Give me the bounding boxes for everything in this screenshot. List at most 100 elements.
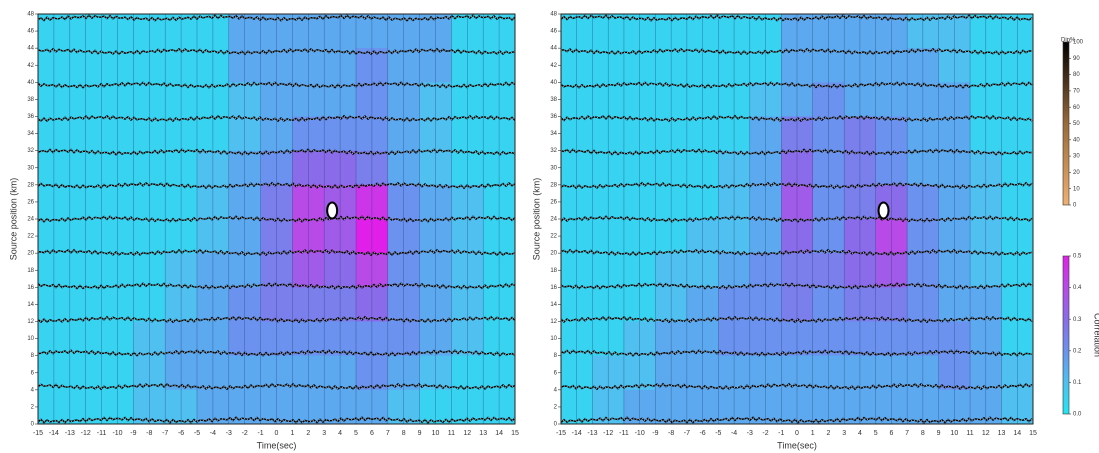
y-tick-label: 0 [31, 422, 35, 428]
y-tick-label: 6 [554, 370, 558, 376]
colorbar-tick-label: 100 [1073, 40, 1084, 46]
heatmap-cell [907, 219, 940, 254]
heatmap-cell [228, 287, 262, 322]
trace-highlight [37, 148, 516, 156]
x-tick-label: -13 [65, 430, 75, 437]
y-tick-label: 46 [550, 29, 557, 35]
x-tick-label: 14 [1013, 430, 1021, 437]
colorbar-label: Dip% [1061, 38, 1076, 44]
x-tick-label: -6 [699, 430, 705, 437]
y-tick-label: 32 [27, 148, 34, 154]
x-tick-label: -15 [556, 430, 566, 437]
heatmap-cell [907, 116, 940, 152]
colorbar-tick-label: 0.0 [1073, 412, 1082, 418]
x-tick-label: 0 [795, 430, 799, 437]
y-tick-label: 12 [27, 319, 34, 325]
y-tick-label: 36 [550, 114, 557, 120]
colorbar-tick-label: 10 [1073, 186, 1080, 192]
y-tick-label: 24 [550, 217, 557, 223]
x-tick-label: -3 [226, 430, 232, 437]
x-tick-label: -9 [652, 430, 658, 437]
x-tick-label: 11 [448, 430, 455, 437]
y-tick-label: 4 [554, 387, 558, 393]
trace-highlight [37, 316, 516, 323]
colorbar-tick-label: 0.2 [1073, 348, 1082, 354]
y-tick-label: 18 [27, 268, 34, 274]
trace-highlight [37, 282, 516, 290]
x-tick-label: 4 [858, 430, 862, 437]
heatmap-cell [228, 150, 262, 186]
x-tick-label: 8 [921, 430, 925, 437]
heatmap-cell [69, 355, 103, 391]
colorbar-tick-label: 40 [1073, 137, 1080, 143]
heatmap-cell [228, 355, 262, 391]
x-tick-label: -12 [81, 430, 91, 437]
y-tick-label: 46 [27, 29, 34, 35]
x-tick-label: 5 [874, 430, 878, 437]
trace-highlight [37, 81, 516, 89]
trace-highlight [560, 316, 1033, 323]
x-tick-label: 15 [1029, 430, 1037, 437]
heatmap-cell [907, 150, 940, 186]
y-tick-label: 0 [554, 422, 558, 428]
heatmap-cell [69, 287, 103, 322]
y-tick-label: 34 [550, 131, 557, 137]
trace-highlight [560, 416, 1033, 424]
heatmap-cell [69, 48, 103, 83]
x-tick-label: -8 [668, 430, 674, 437]
heatmap-cell [69, 150, 103, 186]
trace-highlight [37, 349, 516, 357]
heatmap-cell [69, 219, 103, 254]
y-tick-label: 4 [31, 387, 35, 393]
x-tick-label: -1 [778, 430, 784, 437]
trace-highlight [37, 416, 516, 424]
x-tick-label: 2 [306, 430, 310, 437]
y-tick-label: 38 [27, 97, 34, 103]
trace [560, 382, 1033, 391]
x-tick-label: -14 [49, 430, 59, 437]
colorbar-tick-label: 0.5 [1073, 254, 1082, 260]
y-tick-label: 6 [31, 370, 35, 376]
x-tick-label: 2 [827, 430, 831, 437]
y-tick-label: 10 [27, 336, 34, 342]
y-tick-label: 12 [550, 319, 557, 325]
y-tick-label: 16 [27, 285, 34, 291]
x-tick-label: -7 [684, 430, 690, 437]
trace-highlight [37, 215, 516, 223]
colorbar-tick-label: 0.3 [1073, 317, 1082, 323]
heatmap-cell [228, 82, 262, 117]
y-tick-label: 42 [550, 63, 557, 69]
heatmap-cell [228, 321, 262, 357]
heatmap-cell [907, 253, 940, 288]
colorbar-tick-label: 70 [1073, 88, 1080, 94]
trace-highlight [560, 249, 1033, 256]
x-tick-label: -6 [178, 430, 184, 437]
x-tick-label: 8 [402, 430, 406, 437]
x-tick-label: -3 [747, 430, 753, 437]
colorbar-tick-label: 80 [1073, 72, 1080, 78]
heatmap-cell [69, 184, 103, 220]
y-tick-label: 44 [550, 46, 557, 52]
x-tick-label: -11 [97, 430, 107, 437]
y-axis-label: Source position (km) [8, 178, 18, 261]
x-tick-label: 11 [966, 430, 973, 437]
heatmap-cell [228, 184, 262, 220]
plot-frame [560, 13, 1034, 425]
x-tick-label: 5 [354, 430, 358, 437]
x-tick-label: 3 [322, 430, 326, 437]
y-tick-label: 14 [550, 302, 557, 308]
x-tick-label: 7 [905, 430, 909, 437]
y-tick-label: 16 [550, 285, 557, 291]
trace [560, 114, 1033, 123]
trace [560, 282, 1033, 290]
x-tick-label: 14 [495, 430, 503, 437]
x-tick-label: -1 [257, 430, 263, 437]
x-tick-label: -14 [572, 430, 582, 437]
colorbar-label: Correlation [1093, 313, 1099, 357]
x-tick-label: -4 [210, 430, 216, 437]
heatmap-cell [907, 184, 940, 220]
x-tick-label: -12 [603, 430, 613, 437]
trace [560, 215, 1033, 223]
y-tick-label: 26 [550, 199, 557, 205]
